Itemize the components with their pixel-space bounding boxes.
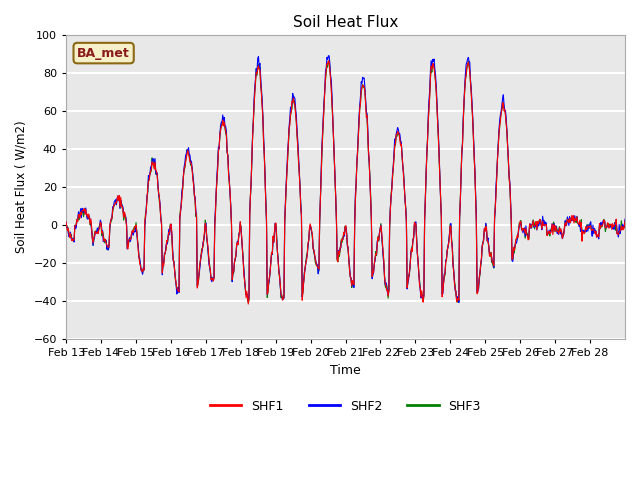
SHF2 [62, 219, 70, 225]
Line: SHF2: SHF2 [66, 56, 625, 302]
Title: Soil Heat Flux: Soil Heat Flux [293, 15, 398, 30]
SHF1 [280, 294, 288, 300]
SHF2 [324, 53, 332, 59]
SHF2 [435, 152, 443, 158]
SHF2 [230, 259, 238, 265]
X-axis label: Time: Time [330, 363, 361, 376]
SHF3 [454, 299, 461, 305]
SHF3 [435, 137, 442, 143]
SHF3 [621, 218, 629, 224]
Line: SHF1: SHF1 [66, 61, 625, 304]
SHF3 [259, 99, 266, 105]
SHF2 [280, 296, 287, 301]
SHF3 [62, 223, 70, 229]
SHF1 [244, 301, 252, 307]
SHF1 [259, 115, 267, 120]
SHF1 [62, 219, 70, 225]
Y-axis label: Soil Heat Flux ( W/m2): Soil Heat Flux ( W/m2) [15, 121, 28, 253]
SHF2 [621, 216, 629, 222]
SHF2 [128, 229, 136, 235]
SHF1 [324, 58, 332, 64]
SHF3 [403, 285, 411, 290]
Line: SHF3: SHF3 [66, 61, 625, 302]
Legend: SHF1, SHF2, SHF3: SHF1, SHF2, SHF3 [205, 395, 486, 418]
SHF3 [280, 296, 287, 302]
SHF1 [230, 260, 238, 265]
SHF1 [621, 218, 629, 224]
SHF2 [404, 280, 412, 286]
SHF2 [259, 96, 266, 101]
SHF3 [465, 58, 472, 64]
SHF3 [128, 232, 136, 238]
SHF1 [128, 230, 136, 236]
Text: BA_met: BA_met [77, 47, 130, 60]
SHF3 [230, 261, 238, 266]
SHF1 [404, 274, 412, 280]
SHF2 [455, 300, 463, 305]
SHF1 [436, 177, 444, 183]
